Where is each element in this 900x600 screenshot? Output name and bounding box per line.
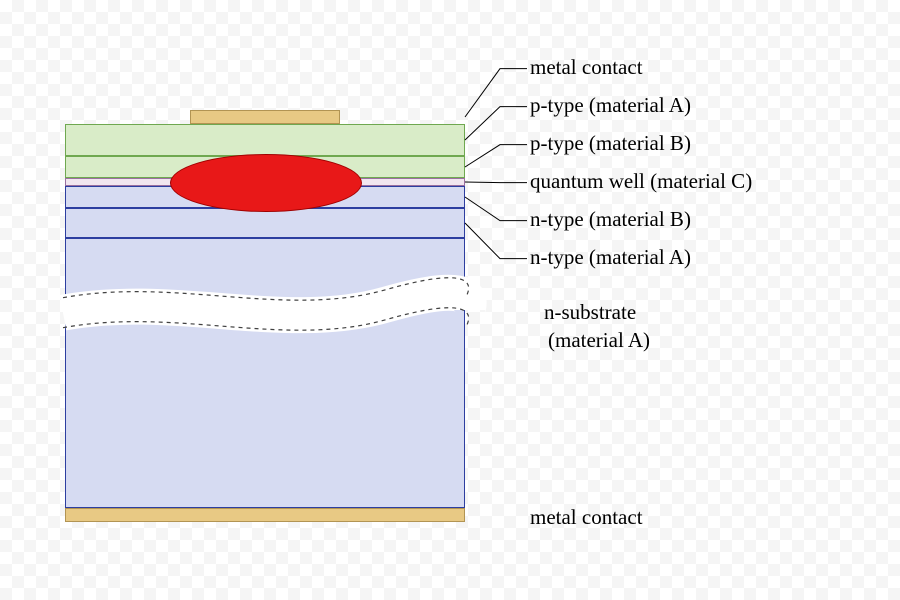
label-p-type-b: p-type (material B) [530, 131, 691, 156]
diagram-canvas: metal contact p-type (material A) p-type… [0, 0, 900, 600]
layer-bottom-metal-contact [65, 508, 465, 522]
label-n-substrate-line1: n-substrate [544, 300, 636, 325]
label-n-type-b: n-type (material B) [530, 207, 691, 232]
layer-n-type-a [65, 208, 465, 238]
active-region-ellipse [170, 154, 362, 212]
label-n-type-a: n-type (material A) [530, 245, 691, 270]
label-p-type-a: p-type (material A) [530, 93, 691, 118]
layer-p-type-a [65, 124, 465, 156]
label-n-substrate-line2: (material A) [548, 328, 650, 353]
label-bottom-metal-contact: metal contact [530, 505, 643, 530]
label-top-metal-contact: metal contact [530, 55, 643, 80]
label-quantum-well: quantum well (material C) [530, 169, 752, 194]
layer-n-substrate [65, 238, 465, 508]
layer-top-metal-contact [190, 110, 340, 124]
